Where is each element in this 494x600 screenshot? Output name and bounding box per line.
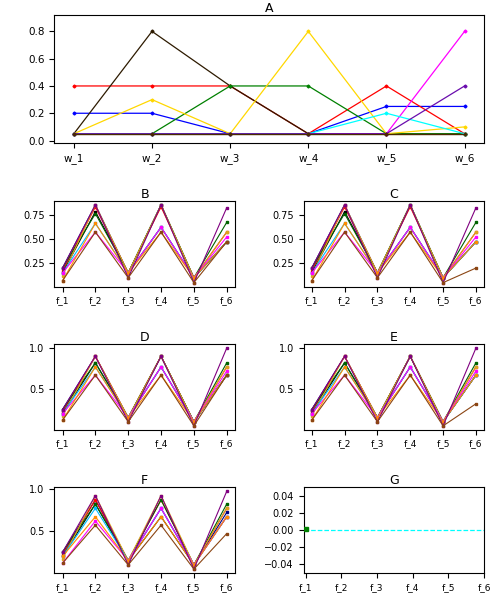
Title: A: A [265, 2, 274, 15]
Title: G: G [389, 475, 399, 487]
Title: C: C [389, 188, 398, 201]
Title: B: B [140, 188, 149, 201]
Title: E: E [390, 331, 398, 344]
Title: F: F [141, 475, 148, 487]
Title: D: D [140, 331, 150, 344]
